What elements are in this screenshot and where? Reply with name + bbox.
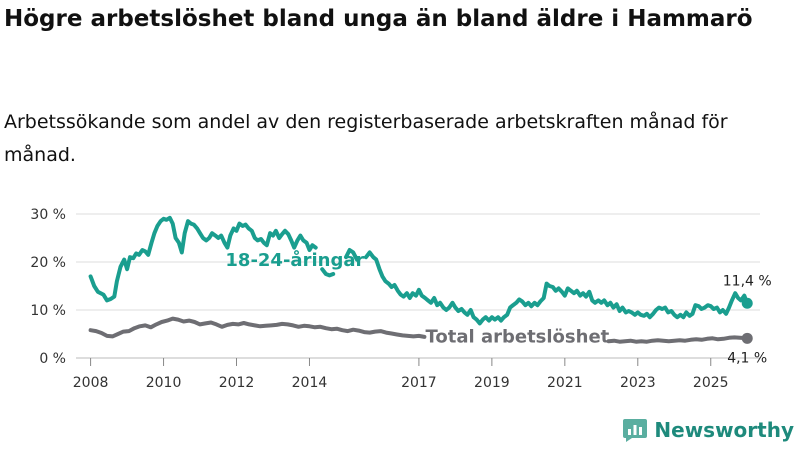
x-tick-label: 2017: [401, 375, 437, 391]
x-tick-label: 2012: [219, 375, 255, 391]
end-value-label-total: 4,1 %: [727, 350, 767, 366]
series-line-total: [88, 316, 750, 344]
series-label-youth: 18-24-åringar: [225, 249, 364, 271]
series-label-total: Total arbetslöshet: [426, 327, 610, 348]
chart-subtitle: Arbetssökande som andel av den registerb…: [4, 111, 728, 166]
x-tick-label: 2010: [146, 375, 182, 391]
x-tick-label: 2008: [73, 375, 109, 391]
x-tick-label: 2021: [547, 375, 583, 391]
newsworthy-logo-icon: [623, 419, 648, 442]
x-tick-label: 2014: [292, 375, 328, 391]
y-tick-label: 30 %: [30, 207, 66, 223]
end-value-label-youth: 11,4 %: [723, 273, 772, 289]
line-chart: 0 % 10 % 20 % 30 % 2008 2010 2012 2014 2017 2019 2…: [30, 207, 772, 391]
chart-title: Högre arbetslöshet bland unga än bland ä…: [4, 6, 753, 32]
x-tick-label: 2019: [474, 375, 510, 391]
brand-name: Newsworthy: [654, 418, 794, 442]
x-tick-label: 2025: [693, 375, 729, 391]
series-end-point-youth: [741, 297, 753, 309]
x-tick-label: 2023: [620, 375, 656, 391]
y-tick-label: 0 %: [39, 351, 66, 367]
series-line-youth: [88, 215, 750, 326]
y-tick-label: 10 %: [30, 303, 66, 319]
y-tick-label: 20 %: [30, 255, 66, 271]
series-end-point-total: [741, 332, 753, 344]
newsworthy-logo: Newsworthy: [622, 417, 794, 443]
